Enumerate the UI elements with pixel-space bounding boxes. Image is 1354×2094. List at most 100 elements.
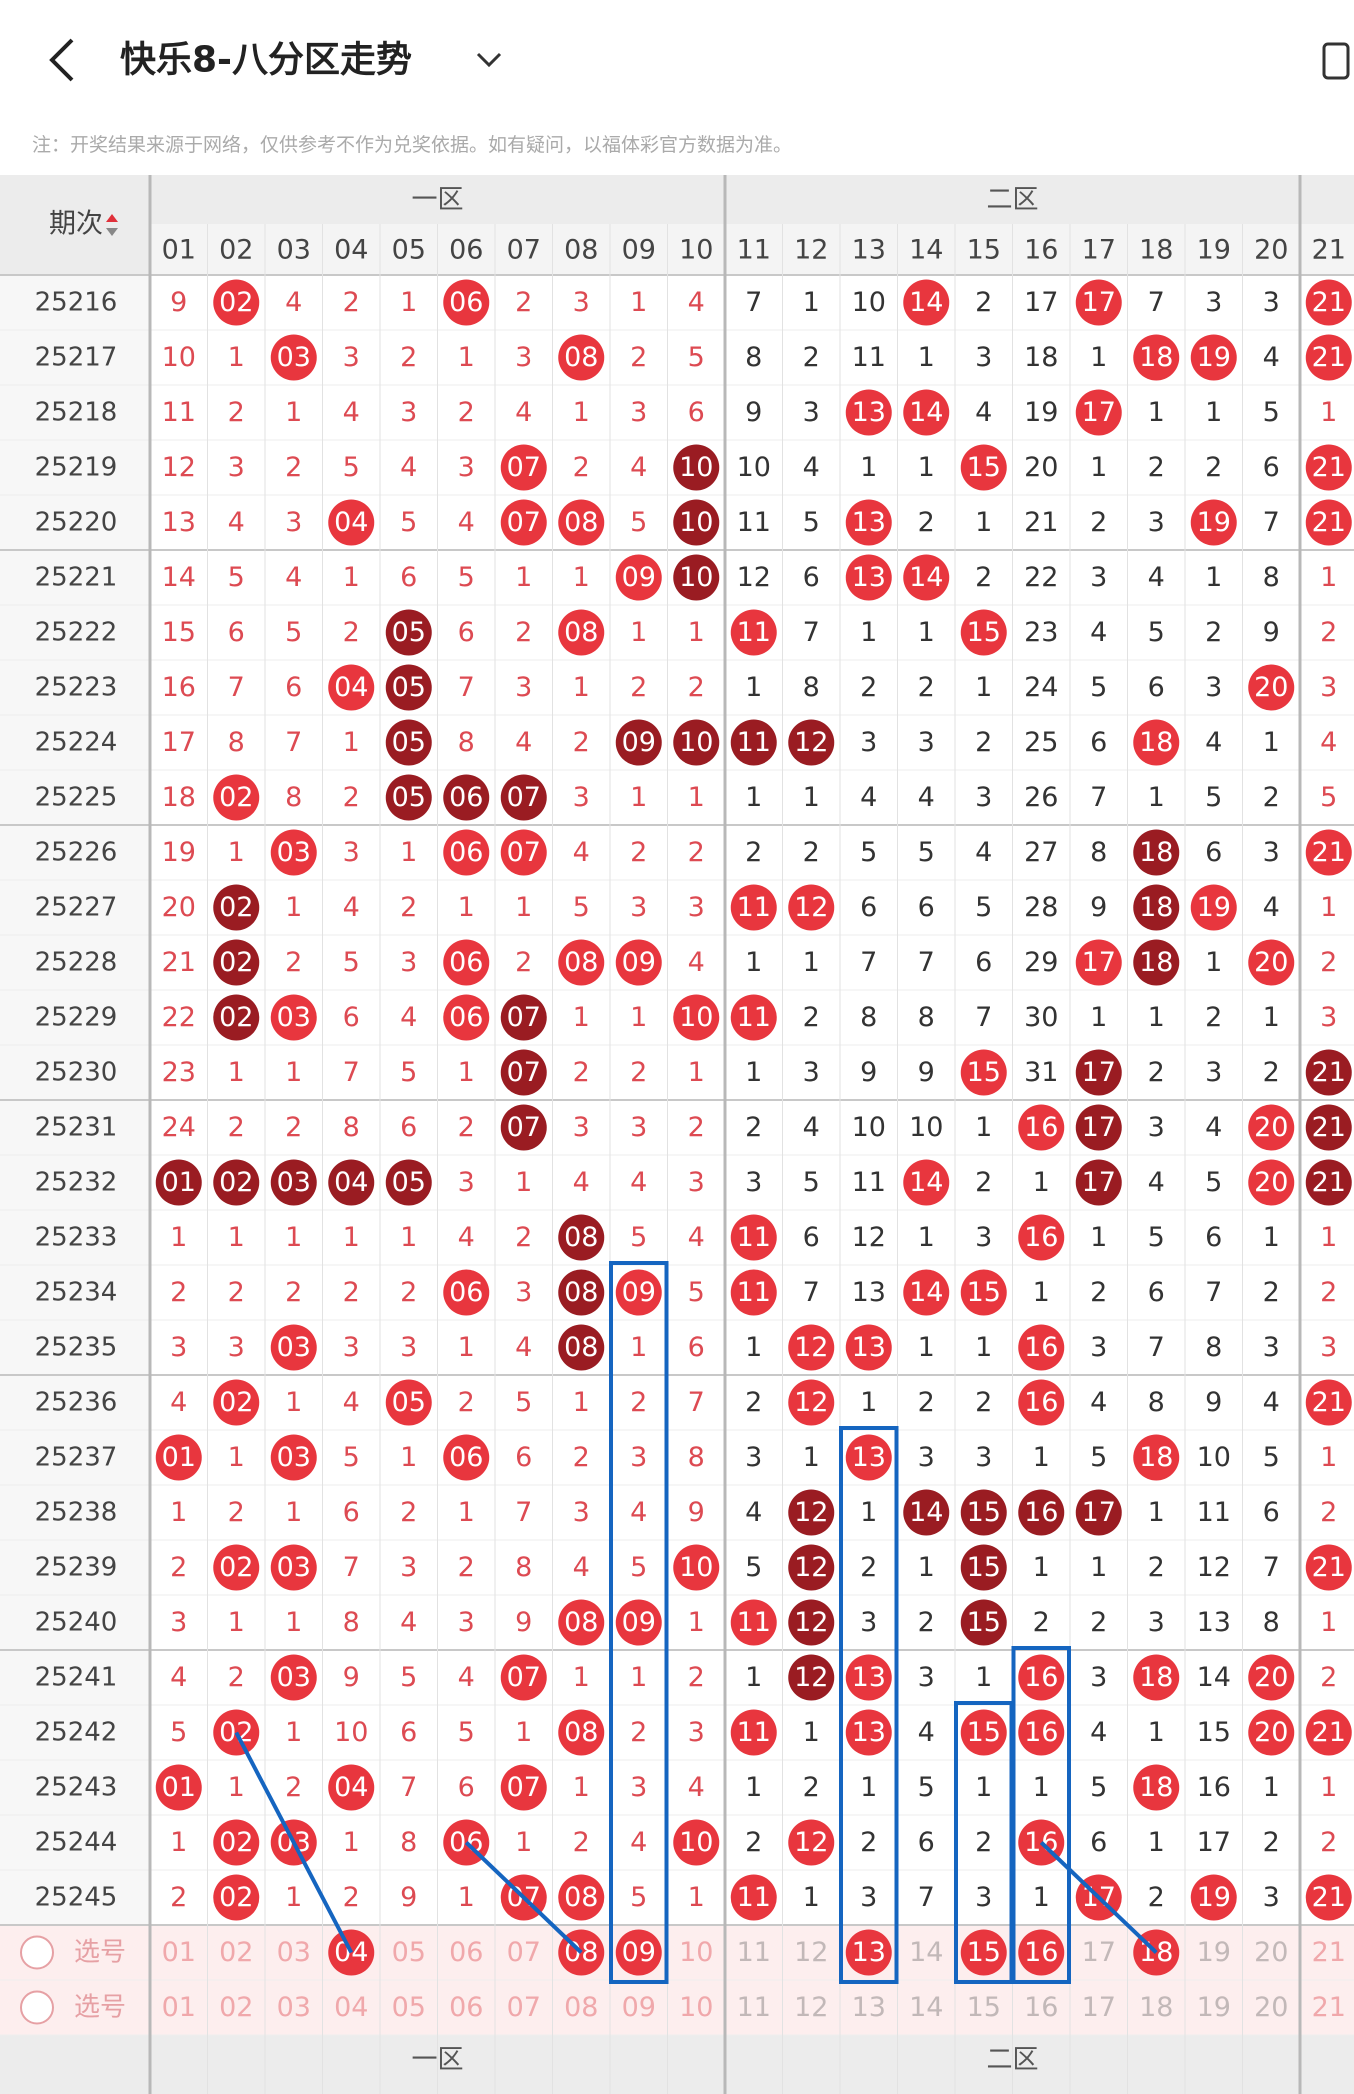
cell-number: 1 (1148, 1717, 1165, 1748)
cell-number: 3 (458, 1167, 475, 1198)
cell-number: 6 (1148, 1277, 1165, 1308)
cell-number: 4 (458, 507, 475, 538)
cell-number: 5 (803, 1167, 820, 1198)
dropdown-icon[interactable] (476, 52, 502, 68)
cell-number: 6 (515, 1442, 532, 1473)
sort-icon[interactable] (106, 228, 118, 236)
pick-radio[interactable] (20, 1990, 54, 2025)
cell-number: 8 (1263, 562, 1280, 593)
cell-number: 8 (228, 727, 245, 758)
page-title[interactable]: 快乐8-八分区走势 (120, 40, 412, 81)
ball (443, 939, 490, 986)
cell-number: 8 (745, 342, 762, 373)
cell-number: 2 (630, 1057, 647, 1088)
cell-number: 6 (803, 562, 820, 593)
cell-number: 5 (918, 1772, 935, 1803)
cell-number: 4 (630, 452, 647, 483)
cell-number: 2 (285, 947, 302, 978)
cell-number: 07 (507, 1112, 541, 1143)
cell-number: 1 (285, 1057, 302, 1088)
ball (1190, 1874, 1237, 1921)
cell-number: 21 (1312, 1552, 1346, 1583)
ball (270, 1654, 317, 1701)
cell-number: 23 (1024, 617, 1058, 648)
ball (1018, 1709, 1065, 1756)
sort-icon[interactable] (106, 214, 118, 222)
cell-number: 9 (745, 397, 762, 428)
cell-number: 4 (803, 452, 820, 483)
cell-number: 1 (1320, 1607, 1337, 1638)
cell-number: 4 (573, 1552, 590, 1583)
ball (673, 719, 720, 766)
cell-number: 1 (975, 507, 992, 538)
issue-number: 25235 (35, 1333, 118, 1363)
cell-number: 4 (688, 1222, 705, 1253)
cell-number: 4 (688, 947, 705, 978)
cell-number: 17 (162, 727, 196, 758)
cell-number: 4 (458, 1222, 475, 1253)
ball (788, 719, 835, 766)
cell-number: 05 (392, 1992, 426, 2023)
cell-number: 3 (285, 507, 302, 538)
cell-number: 3 (228, 1332, 245, 1363)
cell-number: 01 (162, 1772, 196, 1803)
ball (270, 1324, 317, 1371)
cell-number: 2 (228, 1112, 245, 1143)
cell-number: 3 (745, 1442, 762, 1473)
cell-number: 06 (449, 837, 483, 868)
pick-radio[interactable] (20, 1935, 54, 1970)
cell-number: 08 (564, 1222, 598, 1253)
cell-number: 14 (909, 1497, 943, 1528)
ball (213, 1819, 260, 1866)
cell-number: 1 (860, 617, 877, 648)
cell-number: 6 (1090, 727, 1107, 758)
cell-number: 2 (515, 287, 532, 318)
cell-number: 20 (1254, 1112, 1288, 1143)
ball (960, 444, 1007, 491)
ball (1075, 1489, 1122, 1536)
cell-number: 08 (564, 1882, 598, 1913)
cell-number: 9 (688, 1497, 705, 1528)
cell-number: 9 (918, 1057, 935, 1088)
cell-number: 16 (1024, 1112, 1058, 1143)
cell-number: 18 (1139, 1772, 1173, 1803)
cell-number: 21 (1312, 1992, 1346, 2023)
cell-number: 19 (1197, 892, 1231, 923)
cell-number: 5 (745, 1552, 762, 1583)
cell-number: 16 (1024, 1662, 1058, 1693)
cell-number: 14 (909, 1167, 943, 1198)
ball (443, 1434, 490, 1481)
cell-number: 2 (918, 507, 935, 538)
cell-number: 10 (679, 562, 713, 593)
cell-number: 17 (1082, 1057, 1116, 1088)
menu-icon[interactable] (1322, 42, 1350, 80)
cell-number: 1 (343, 727, 360, 758)
cell-number: 10 (679, 452, 713, 483)
cell-number: 1 (630, 1662, 647, 1693)
cell-number: 17 (1082, 287, 1116, 318)
cell-number: 13 (852, 507, 886, 538)
cell-number: 21 (1312, 1717, 1346, 1748)
cell-number: 7 (1263, 507, 1280, 538)
cell-number: 5 (1205, 1167, 1222, 1198)
cell-number: 1 (573, 562, 590, 593)
cell-number: 14 (909, 562, 943, 593)
cell-number: 05 (392, 782, 426, 813)
back-button[interactable] (49, 38, 74, 82)
cell-number: 7 (1090, 782, 1107, 813)
cell-number: 6 (1205, 837, 1222, 868)
cell-number: 13 (852, 1992, 886, 2023)
cell-number: 5 (573, 892, 590, 923)
ball (1018, 1489, 1065, 1536)
cell-number: 1 (285, 1497, 302, 1528)
cell-number: 3 (343, 1332, 360, 1363)
ball (730, 1214, 777, 1261)
cell-number: 18 (1139, 342, 1173, 373)
ball (500, 499, 547, 546)
cell-number: 07 (507, 1772, 541, 1803)
ball (1133, 1654, 1180, 1701)
cell-number: 3 (343, 342, 360, 373)
cell-number: 1 (515, 892, 532, 923)
cell-number: 9 (860, 1057, 877, 1088)
